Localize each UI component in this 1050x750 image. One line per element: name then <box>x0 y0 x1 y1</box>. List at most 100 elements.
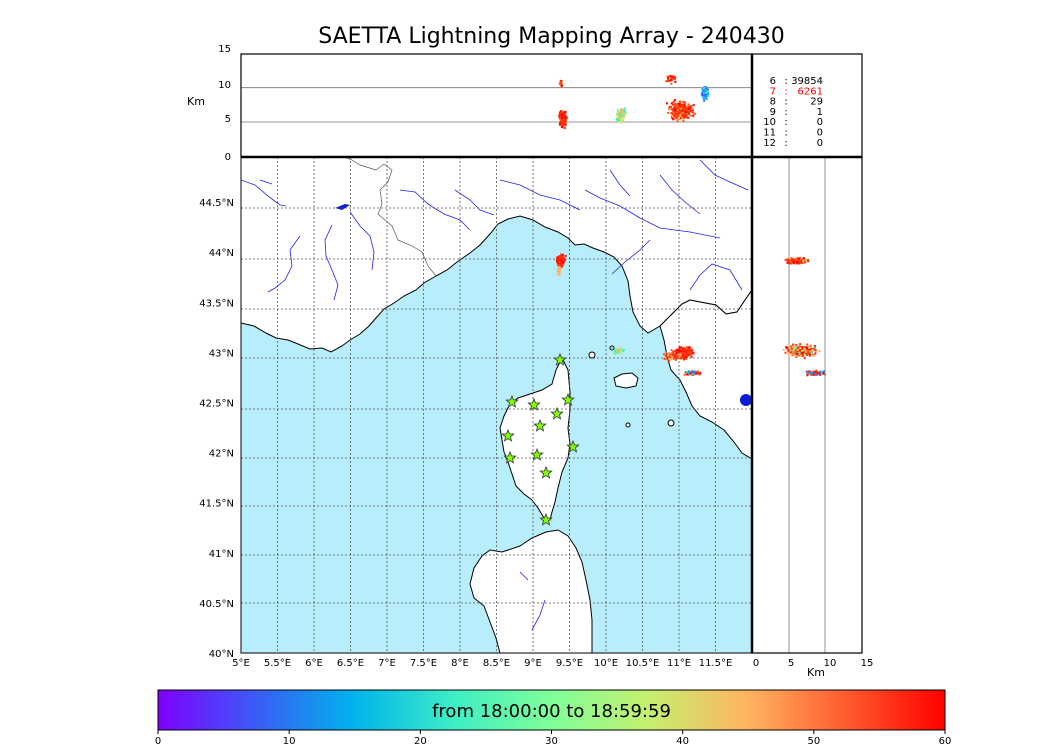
source-point <box>673 350 676 353</box>
source-point <box>681 352 684 355</box>
lat-tick-label: 40.5°N <box>199 599 234 610</box>
source-point <box>681 354 684 356</box>
source-point <box>699 371 702 374</box>
side-point <box>811 348 814 351</box>
side-axis-label: Km <box>807 666 825 679</box>
source-point <box>619 347 622 350</box>
side-point <box>796 262 799 265</box>
altitude-point <box>666 102 668 105</box>
altitude-point <box>561 81 563 84</box>
side-point <box>813 371 816 373</box>
source-point <box>686 353 689 356</box>
side-point <box>814 351 817 354</box>
source-point <box>558 273 561 276</box>
source-point <box>562 262 565 265</box>
altitude-point <box>666 75 669 78</box>
side-point <box>821 371 824 374</box>
source-point <box>685 371 688 374</box>
altitude-point <box>623 107 626 110</box>
altitude-point <box>684 113 686 116</box>
source-point <box>666 357 669 360</box>
altitude-point <box>683 104 686 107</box>
lon-tick-label: 5.5°E <box>264 658 291 669</box>
altitude-point <box>682 118 685 121</box>
source-point <box>558 260 561 263</box>
source-point <box>667 354 669 357</box>
altitude-point <box>560 110 562 113</box>
stat-source-count: 0 <box>817 117 823 128</box>
altitude-point <box>559 80 562 83</box>
altitude-point <box>690 105 693 108</box>
side-point <box>816 373 819 376</box>
side-panel-bg <box>752 157 862 653</box>
source-point <box>611 347 614 350</box>
colorbar-ticks: 0 10 20 30 40 50 60 <box>155 730 951 747</box>
altitude-point <box>703 95 706 98</box>
altitude-point <box>681 110 684 113</box>
side-point <box>808 351 811 354</box>
altitude-point <box>667 111 670 114</box>
altitude-point <box>704 89 707 92</box>
source-point <box>560 259 563 262</box>
altitude-point <box>672 118 675 121</box>
source-point <box>688 354 691 357</box>
side-point <box>797 347 800 350</box>
station-star <box>566 439 580 453</box>
source-point <box>620 348 623 351</box>
side-point <box>795 346 797 349</box>
altitude-point <box>673 103 676 106</box>
side-point <box>791 352 794 355</box>
source-point <box>693 371 696 374</box>
altitude-point <box>674 104 677 107</box>
altitude-point <box>691 111 694 114</box>
source-point <box>676 353 679 356</box>
source-point <box>683 358 685 361</box>
source-point <box>669 358 672 361</box>
source-point <box>556 256 559 259</box>
country-border-north <box>344 157 377 171</box>
altitude-point <box>705 95 708 98</box>
lightning-sources-side <box>782 256 827 377</box>
stat-separator: : <box>784 117 787 128</box>
altitude-point <box>563 120 566 123</box>
altitude-point <box>559 83 561 85</box>
altitude-point <box>562 115 565 118</box>
source-point <box>556 259 559 261</box>
altitude-point <box>681 108 684 111</box>
stat-station-count: 7 <box>770 86 776 97</box>
altitude-point <box>687 116 690 119</box>
altitude-point <box>671 108 674 111</box>
altitude-point <box>670 102 673 105</box>
altitude-point <box>701 92 703 95</box>
source-point <box>559 268 562 271</box>
side-point <box>792 259 795 262</box>
side-point <box>810 351 813 354</box>
altitude-point <box>674 107 677 110</box>
side-point <box>814 352 817 355</box>
altitude-point <box>672 110 675 113</box>
station-star <box>550 406 564 420</box>
altitude-point <box>685 116 688 119</box>
altitude-point <box>564 111 567 113</box>
side-point <box>810 373 813 376</box>
alt-tick-15: 15 <box>218 44 231 55</box>
source-point <box>684 371 687 374</box>
source-point <box>686 348 689 351</box>
altitude-point <box>560 122 562 125</box>
altitude-point <box>675 117 678 120</box>
side-point <box>810 352 813 355</box>
altitude-point <box>691 108 694 111</box>
source-point <box>616 351 619 354</box>
lat-tick-label: 44°N <box>209 248 234 259</box>
source-point <box>618 348 621 351</box>
source-point <box>683 353 686 355</box>
altitude-point <box>688 105 691 108</box>
altitude-point <box>677 112 680 115</box>
altitude-point <box>683 108 686 111</box>
side-point <box>808 372 811 375</box>
altitude-point <box>674 112 677 115</box>
side-point <box>796 348 799 351</box>
side-point <box>819 374 822 376</box>
altitude-point <box>621 112 623 114</box>
